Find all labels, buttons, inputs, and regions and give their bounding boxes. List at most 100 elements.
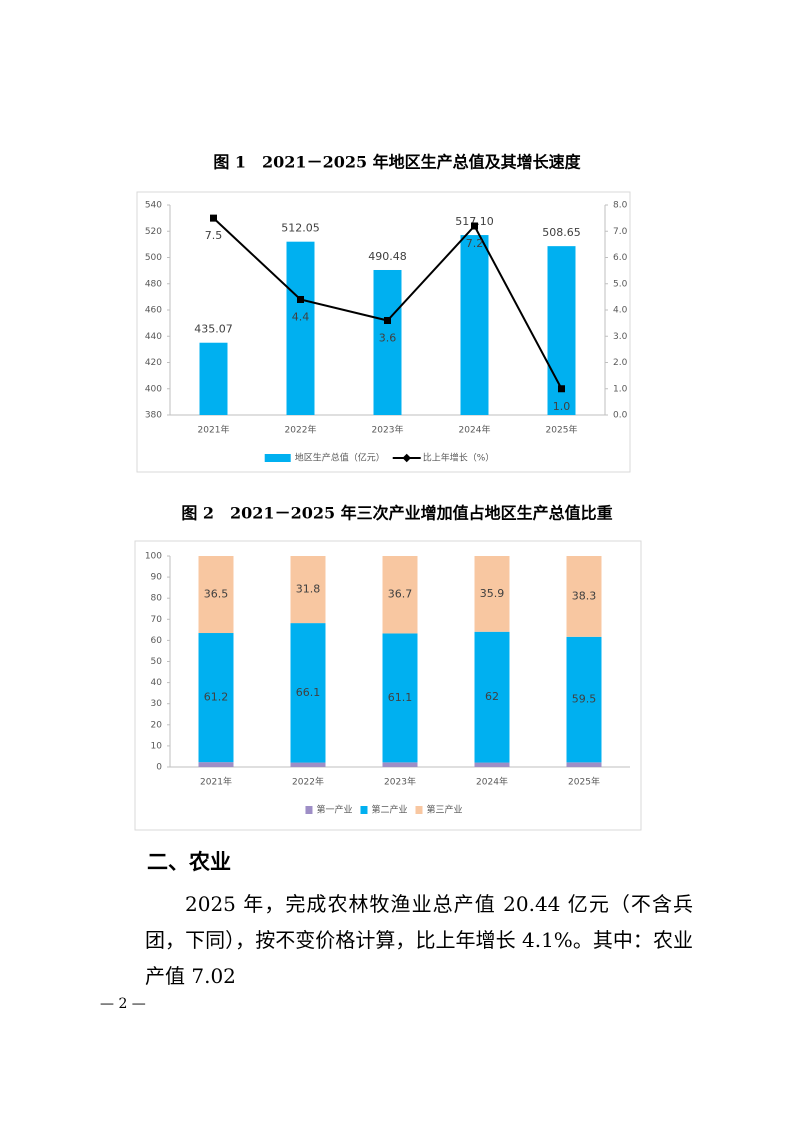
bar-segment bbox=[198, 633, 234, 763]
y-tick-label: 520 bbox=[145, 227, 162, 237]
data-label: 31.8 bbox=[296, 583, 321, 596]
bar-segment bbox=[474, 762, 510, 767]
y-tick-label: 80 bbox=[151, 594, 163, 604]
data-label: 36.5 bbox=[204, 588, 229, 601]
y-tick-label: 20 bbox=[151, 720, 163, 730]
data-label: 1.0 bbox=[553, 400, 571, 413]
y-tick-label: 90 bbox=[151, 573, 163, 583]
y-tick-label: 480 bbox=[145, 279, 162, 289]
legend-label: 地区生产总值（亿元） bbox=[295, 452, 385, 464]
chart-title: 图 1 2021－2025 年地区生产总值及其增长速度 bbox=[213, 153, 581, 172]
x-tick-label: 2021年 bbox=[198, 424, 230, 436]
bar-segment bbox=[198, 556, 234, 634]
x-tick-label: 2021年 bbox=[200, 776, 232, 788]
bar-segment bbox=[290, 556, 326, 624]
y-tick-label: 440 bbox=[145, 332, 162, 342]
bar-segment bbox=[474, 631, 510, 763]
bar bbox=[199, 342, 228, 415]
y2-tick-label: 4.0 bbox=[613, 306, 628, 316]
y2-tick-label: 7.0 bbox=[613, 227, 628, 237]
y-tick-label: 0 bbox=[156, 763, 162, 773]
data-label: 61.1 bbox=[388, 691, 413, 704]
bar-segment bbox=[566, 636, 602, 763]
x-tick-label: 2022年 bbox=[285, 424, 317, 436]
legend-label: 第二产业 bbox=[371, 804, 407, 816]
data-label: 38.3 bbox=[572, 589, 597, 602]
legend-symbol bbox=[305, 806, 313, 814]
marker bbox=[384, 317, 391, 324]
data-label: 61.2 bbox=[204, 691, 229, 704]
y2-tick-label: 1.0 bbox=[613, 384, 628, 394]
x-tick-label: 2022年 bbox=[292, 776, 324, 788]
y-tick-label: 400 bbox=[145, 384, 162, 394]
data-label: 59.5 bbox=[572, 693, 597, 706]
chart-title: 图 2 2021－2025 年三次产业增加值占地区生产总值比重 bbox=[181, 504, 612, 523]
y-tick-label: 50 bbox=[151, 657, 163, 667]
legend-label: 比上年增长（%） bbox=[423, 452, 495, 464]
y-tick-label: 60 bbox=[151, 636, 163, 646]
marker bbox=[210, 214, 217, 222]
y2-tick-label: 6.0 bbox=[613, 253, 628, 263]
bar-segment bbox=[290, 762, 326, 767]
legend-label: 第三产业 bbox=[427, 804, 463, 816]
y-tick-label: 10 bbox=[151, 741, 163, 751]
x-tick-label: 2024年 bbox=[459, 424, 491, 436]
x-tick-label: 2024年 bbox=[476, 776, 508, 788]
x-tick-label: 2023年 bbox=[384, 776, 416, 788]
x-tick-label: 2025年 bbox=[568, 776, 600, 788]
y-tick-label: 30 bbox=[151, 699, 163, 709]
data-label: 490.48 bbox=[368, 250, 407, 263]
legend-symbol bbox=[402, 453, 411, 463]
data-label: 36.7 bbox=[388, 588, 413, 601]
data-label: 508.65 bbox=[542, 226, 581, 239]
y-tick-label: 380 bbox=[145, 411, 162, 421]
legend-symbol bbox=[415, 806, 423, 814]
bar-segment bbox=[382, 556, 418, 634]
y2-tick-label: 5.0 bbox=[613, 279, 628, 289]
y-tick-label: 70 bbox=[151, 615, 163, 625]
legend-symbol bbox=[360, 806, 368, 814]
page-number: — 2 — bbox=[100, 996, 146, 1012]
y-tick-label: 460 bbox=[145, 306, 162, 316]
data-label: 512.05 bbox=[281, 222, 320, 235]
bar-segment bbox=[198, 762, 234, 767]
data-label: 517.10 bbox=[455, 215, 494, 228]
bar-segment bbox=[474, 556, 510, 632]
y-tick-label: 100 bbox=[145, 552, 162, 562]
data-label: 7.5 bbox=[205, 229, 223, 242]
marker bbox=[471, 222, 478, 230]
data-label: 66.1 bbox=[296, 686, 321, 699]
chart-frame bbox=[134, 540, 642, 831]
legend-symbol bbox=[264, 454, 291, 462]
chart-frame bbox=[136, 191, 631, 473]
paragraph: 2025 年，完成农林牧渔业总产值 20.44 亿元（不含兵团，下同），按不变价… bbox=[145, 892, 693, 988]
marker bbox=[297, 296, 304, 303]
x-tick-label: 2023年 bbox=[372, 424, 404, 436]
section-heading: 二、农业 bbox=[147, 850, 231, 874]
data-label: 435.07 bbox=[194, 323, 233, 336]
bar-segment bbox=[382, 633, 418, 763]
y2-tick-label: 2.0 bbox=[613, 358, 628, 368]
legend-label: 第一产业 bbox=[316, 804, 352, 816]
bar bbox=[286, 241, 315, 415]
bar bbox=[460, 235, 489, 415]
data-label: 7.2 bbox=[466, 237, 484, 250]
bar-segment bbox=[566, 762, 602, 767]
y2-tick-label: 8.0 bbox=[613, 201, 628, 211]
data-label: 3.6 bbox=[379, 332, 397, 345]
y-tick-label: 540 bbox=[145, 201, 162, 211]
bar bbox=[373, 269, 402, 415]
marker bbox=[558, 385, 565, 393]
bar-segment bbox=[382, 762, 418, 767]
y-tick-label: 500 bbox=[145, 253, 162, 263]
data-label: 4.4 bbox=[292, 311, 310, 324]
data-label: 62 bbox=[485, 690, 499, 703]
y-tick-label: 420 bbox=[145, 358, 162, 368]
y-tick-label: 40 bbox=[151, 678, 163, 688]
bar-segment bbox=[290, 623, 326, 763]
bar-segment bbox=[566, 556, 602, 637]
y2-tick-label: 0.0 bbox=[613, 411, 628, 421]
y2-tick-label: 3.0 bbox=[613, 332, 628, 342]
